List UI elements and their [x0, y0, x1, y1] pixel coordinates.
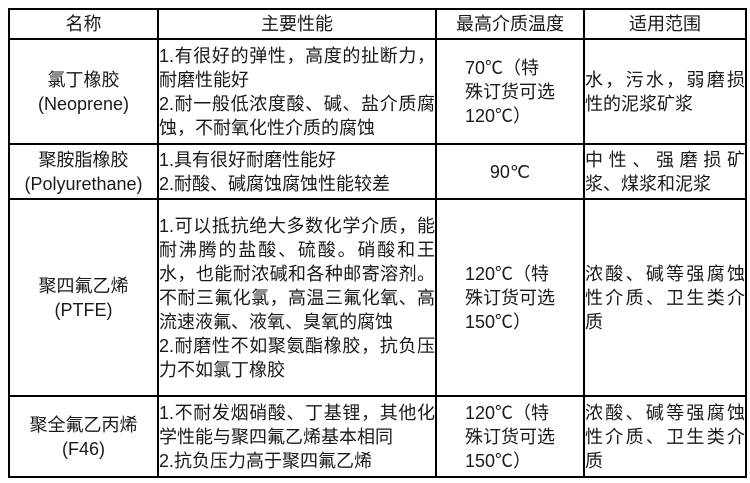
material-name-en: (Polyurethane) [24, 173, 143, 194]
property-item-1: 1.可以抵抗绝大多数化学介质，能耐沸腾的盐酸、硫酸。硝酸和王水，也能耐浓碱和各种… [159, 215, 435, 332]
property-item-1: 1.具有很好耐磨性能好 [159, 149, 337, 170]
column-header-max-temp: 最高介质温度 [435, 8, 585, 40]
application-range: 浓酸、碱等强腐蚀性介质、卫生类介质 [585, 402, 745, 471]
max-temp-value: 90℃ [489, 161, 531, 182]
table-row-f46: 聚全氟乙丙烯 (F46) 1.不耐发烟硝酸、丁基锂，其他化学性能与聚四氟乙烯基本… [8, 395, 747, 478]
material-properties-table: 名称 主要性能 最高介质温度 适用范围 氯丁橡胶 (Neoprene) 1.有很… [8, 8, 747, 478]
max-temp-value: 120℃（特殊订货可选150℃） [465, 402, 555, 471]
max-temp-value: 70℃（特殊订货可选120℃） [465, 57, 555, 126]
table-row-ptfe: 聚四氟乙烯 (PTFE) 1.可以抵抗绝大多数化学介质，能耐沸腾的盐酸、硫酸。硝… [8, 198, 747, 397]
application-range: 水，污水，弱磨损性的泥浆矿浆 [585, 69, 745, 114]
material-name-cn: 聚胺脂橡胶 [38, 149, 129, 170]
material-name-en: (Neoprene) [37, 93, 130, 114]
application-range-cell: 浓酸、碱等强腐蚀性介质、卫生类介质 [583, 198, 747, 397]
header-row: 名称 主要性能 最高介质温度 适用范围 [8, 8, 747, 40]
material-name-cell: 聚四氟乙烯 (PTFE) [8, 198, 159, 397]
material-name-cell: 聚全氟乙丙烯 (F46) [8, 395, 159, 478]
material-properties-cell: 1.不耐发烟硝酸、丁基锂，其他化学性能与聚四氟乙烯基本相同 2.抗负压力高于聚四… [157, 395, 437, 478]
property-item-1: 1.有很好的弹性，高度的扯断力，耐磨性能好 [159, 45, 435, 90]
material-properties-cell: 1.可以抵抗绝大多数化学介质，能耐沸腾的盐酸、硫酸。硝酸和王水，也能耐浓碱和各种… [157, 198, 437, 397]
material-name-cn: 聚四氟乙烯 [38, 275, 129, 296]
application-range-cell: 中性、强磨损矿浆、煤浆和泥浆 [583, 143, 747, 200]
material-name-cn: 氯丁橡胶 [47, 69, 120, 90]
property-item-2: 2.耐酸、碱腐蚀腐蚀性能较差 [159, 173, 391, 194]
property-item-1: 1.不耐发烟硝酸、丁基锂，其他化学性能与聚四氟乙烯基本相同 [159, 402, 435, 447]
application-range: 中性、强磨损矿浆、煤浆和泥浆 [585, 149, 745, 194]
property-item-2: 2.抗负压力高于聚四氟乙烯 [159, 450, 373, 471]
max-temp-cell: 70℃（特殊订货可选120℃） [435, 38, 585, 145]
table-row-polyurethane: 聚胺脂橡胶 (Polyurethane) 1.具有很好耐磨性能好 2.耐酸、碱腐… [8, 143, 747, 200]
max-temp-cell: 90℃ [435, 143, 585, 200]
material-name-en: (F46) [61, 438, 105, 459]
property-item-2: 2.耐一般低浓度酸、碱、盐介质腐蚀，不耐氧化性介质的腐蚀 [159, 93, 435, 138]
application-range-cell: 水，污水，弱磨损性的泥浆矿浆 [583, 38, 747, 145]
application-range-cell: 浓酸、碱等强腐蚀性介质、卫生类介质 [583, 395, 747, 478]
max-temp-value: 120℃（特殊订货可选150℃） [465, 263, 555, 332]
application-range: 浓酸、碱等强腐蚀性介质、卫生类介质 [585, 263, 745, 332]
material-properties-cell: 1.具有很好耐磨性能好 2.耐酸、碱腐蚀腐蚀性能较差 [157, 143, 437, 200]
material-name-cell: 聚胺脂橡胶 (Polyurethane) [8, 143, 159, 200]
material-name-cn: 聚全氟乙丙烯 [29, 414, 138, 435]
column-header-properties: 主要性能 [157, 8, 437, 40]
material-properties-cell: 1.有很好的弹性，高度的扯断力，耐磨性能好 2.耐一般低浓度酸、碱、盐介质腐蚀，… [157, 38, 437, 145]
column-header-application: 适用范围 [583, 8, 747, 40]
max-temp-cell: 120℃（特殊订货可选150℃） [435, 198, 585, 397]
property-item-2: 2.耐磨性不如聚氨酯橡胶，抗负压力不如氯丁橡胶 [159, 335, 435, 380]
material-name-cell: 氯丁橡胶 (Neoprene) [8, 38, 159, 145]
table-row-neoprene: 氯丁橡胶 (Neoprene) 1.有很好的弹性，高度的扯断力，耐磨性能好 2.… [8, 38, 747, 145]
material-name-en: (PTFE) [54, 299, 113, 320]
max-temp-cell: 120℃（特殊订货可选150℃） [435, 395, 585, 478]
column-header-name: 名称 [8, 8, 159, 40]
